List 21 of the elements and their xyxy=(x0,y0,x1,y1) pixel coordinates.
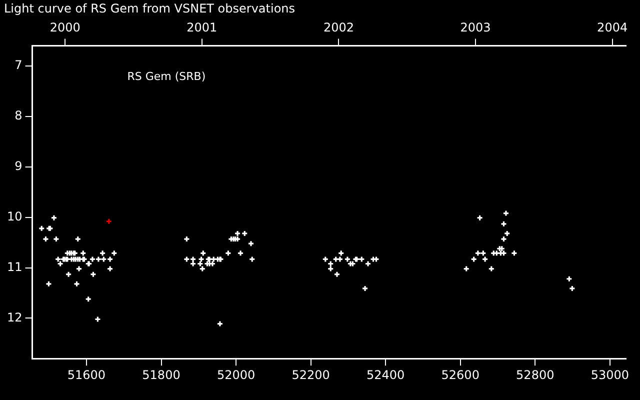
x-tick-label: 51800 xyxy=(142,368,180,382)
x2-tick-label: 2002 xyxy=(323,20,354,35)
y-tick-label: 11 xyxy=(6,260,22,274)
x2-tick-label: 2000 xyxy=(50,20,80,35)
x2-tick-label: 2001 xyxy=(186,20,218,35)
x2-tick-label: 2003 xyxy=(460,20,491,35)
chart-title: Light curve of RS Gem from VSNET observations xyxy=(4,1,296,16)
x2-tick-label: 2004 xyxy=(597,20,628,35)
annotation: RS Gem (SRB) xyxy=(127,70,206,84)
x-tick-label: 51600 xyxy=(67,368,106,382)
y-tick-label: 8 xyxy=(14,108,22,123)
x-tick-label: 52400 xyxy=(366,368,405,382)
x-tick-label: 53000 xyxy=(590,368,630,382)
x-tick-label: 52000 xyxy=(216,368,256,382)
y-tick-label: 9 xyxy=(14,159,22,174)
y-tick-label: 12 xyxy=(6,310,22,324)
x-tick-label: 52200 xyxy=(292,368,330,382)
y-tick-label: 10 xyxy=(6,209,22,224)
x-tick-label: 52600 xyxy=(441,368,480,382)
x-tick-label: 52800 xyxy=(516,368,554,382)
y-tick-label: 7 xyxy=(14,58,22,72)
